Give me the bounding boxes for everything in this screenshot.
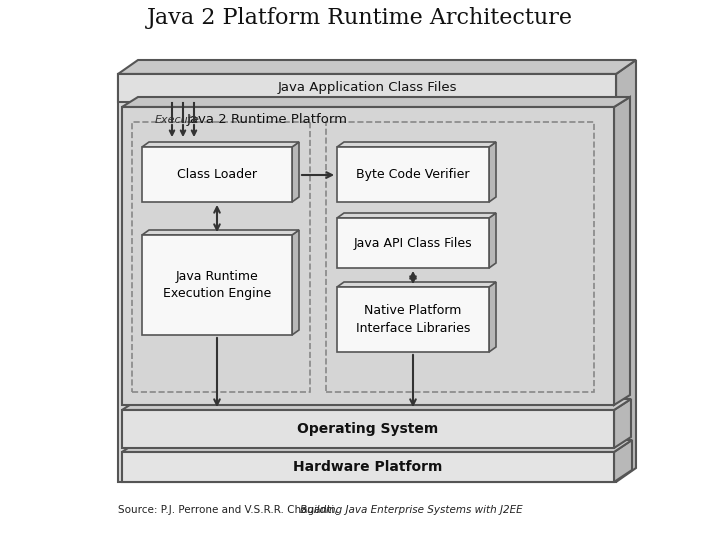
Bar xyxy=(326,122,594,392)
Text: Execute: Execute xyxy=(155,115,200,125)
Polygon shape xyxy=(614,97,630,405)
Bar xyxy=(122,410,614,448)
Text: Source: P.J. Perrone and V.S.R.R. Chaganti,: Source: P.J. Perrone and V.S.R.R. Chagan… xyxy=(118,505,341,515)
Polygon shape xyxy=(337,213,496,218)
Bar xyxy=(122,452,614,482)
Text: Byte Code Verifier: Byte Code Verifier xyxy=(356,168,469,181)
Bar xyxy=(142,235,292,335)
Text: Java API Class Files: Java API Class Files xyxy=(354,237,472,249)
Bar xyxy=(122,107,614,405)
Bar xyxy=(337,218,489,268)
Polygon shape xyxy=(292,142,299,202)
Polygon shape xyxy=(122,399,631,410)
Bar xyxy=(337,147,489,202)
Text: Operating System: Operating System xyxy=(297,422,438,436)
Bar xyxy=(337,287,489,352)
Bar xyxy=(118,74,616,102)
Polygon shape xyxy=(122,97,630,107)
Polygon shape xyxy=(122,440,632,452)
Polygon shape xyxy=(489,213,496,268)
Polygon shape xyxy=(118,60,636,74)
Text: Java Runtime
Execution Engine: Java Runtime Execution Engine xyxy=(163,270,271,300)
Polygon shape xyxy=(142,142,299,147)
Polygon shape xyxy=(614,399,631,448)
Bar xyxy=(142,147,292,202)
Text: Java 2 Runtime Platform: Java 2 Runtime Platform xyxy=(186,112,348,125)
Text: Java 2 Platform Runtime Architecture: Java 2 Platform Runtime Architecture xyxy=(147,7,573,29)
Polygon shape xyxy=(489,142,496,202)
Text: Building Java Enterprise Systems with J2EE: Building Java Enterprise Systems with J2… xyxy=(300,505,523,515)
Polygon shape xyxy=(337,282,496,287)
Polygon shape xyxy=(489,282,496,352)
Polygon shape xyxy=(616,60,636,482)
Text: Native Platform
Interface Libraries: Native Platform Interface Libraries xyxy=(356,305,470,334)
Text: Class Loader: Class Loader xyxy=(177,168,257,181)
Text: Hardware Platform: Hardware Platform xyxy=(293,460,443,474)
Polygon shape xyxy=(614,440,632,482)
Polygon shape xyxy=(142,230,299,235)
Bar xyxy=(132,122,310,392)
Text: Java Application Class Files: Java Application Class Files xyxy=(277,82,456,94)
Polygon shape xyxy=(337,142,496,147)
Bar xyxy=(118,74,616,482)
Polygon shape xyxy=(292,230,299,335)
